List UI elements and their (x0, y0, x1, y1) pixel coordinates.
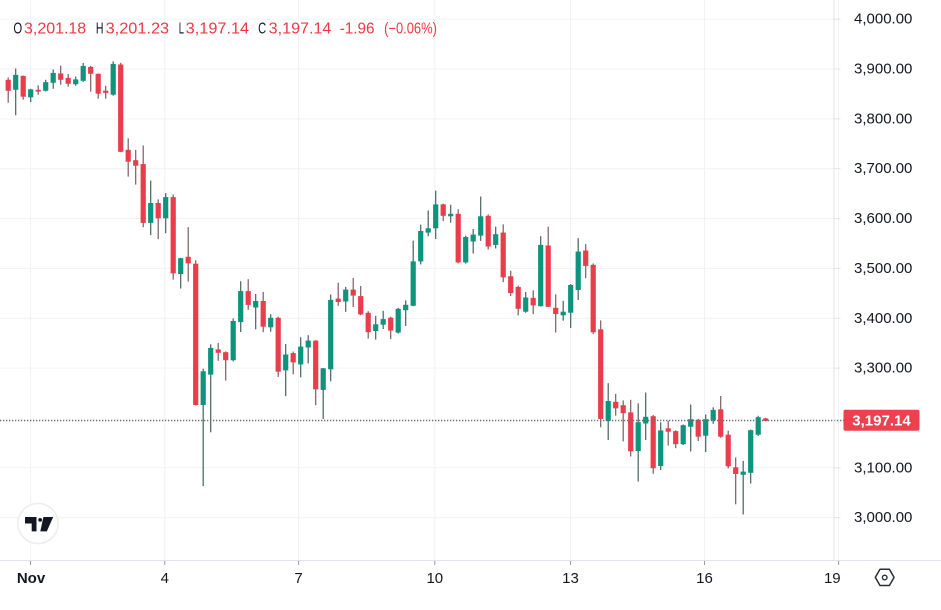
svg-text:16: 16 (696, 570, 713, 587)
svg-text:19: 19 (824, 570, 841, 587)
svg-text:3,700.00: 3,700.00 (854, 160, 912, 177)
svg-text:3,197.14: 3,197.14 (186, 20, 250, 37)
svg-text:O: O (13, 20, 22, 37)
svg-text:H: H (96, 20, 104, 37)
svg-text:7: 7 (294, 570, 302, 587)
svg-text:3,201.18: 3,201.18 (24, 20, 86, 37)
svg-text:3,900.00: 3,900.00 (854, 61, 912, 78)
svg-text:L: L (179, 20, 184, 37)
svg-text:C: C (258, 20, 266, 37)
svg-text:(−0.06%): (−0.06%) (384, 20, 437, 37)
svg-text:3,000.00: 3,000.00 (854, 509, 912, 526)
svg-text:-1.96: -1.96 (340, 20, 375, 37)
svg-text:4: 4 (161, 570, 169, 587)
svg-text:3,100.00: 3,100.00 (854, 459, 912, 476)
svg-text:3,197.14: 3,197.14 (269, 20, 332, 37)
svg-text:13: 13 (562, 570, 579, 587)
svg-text:3,201.23: 3,201.23 (106, 20, 170, 37)
svg-text:3,300.00: 3,300.00 (854, 360, 912, 377)
svg-text:3,400.00: 3,400.00 (854, 310, 912, 327)
svg-text:4,000.00: 4,000.00 (854, 11, 912, 28)
svg-text:3,800.00: 3,800.00 (854, 110, 912, 127)
svg-text:Nov: Nov (17, 570, 46, 587)
svg-text:3,500.00: 3,500.00 (854, 260, 912, 277)
svg-text:10: 10 (426, 570, 443, 587)
svg-text:3,600.00: 3,600.00 (854, 210, 912, 227)
svg-text:3,197.14: 3,197.14 (852, 413, 911, 430)
